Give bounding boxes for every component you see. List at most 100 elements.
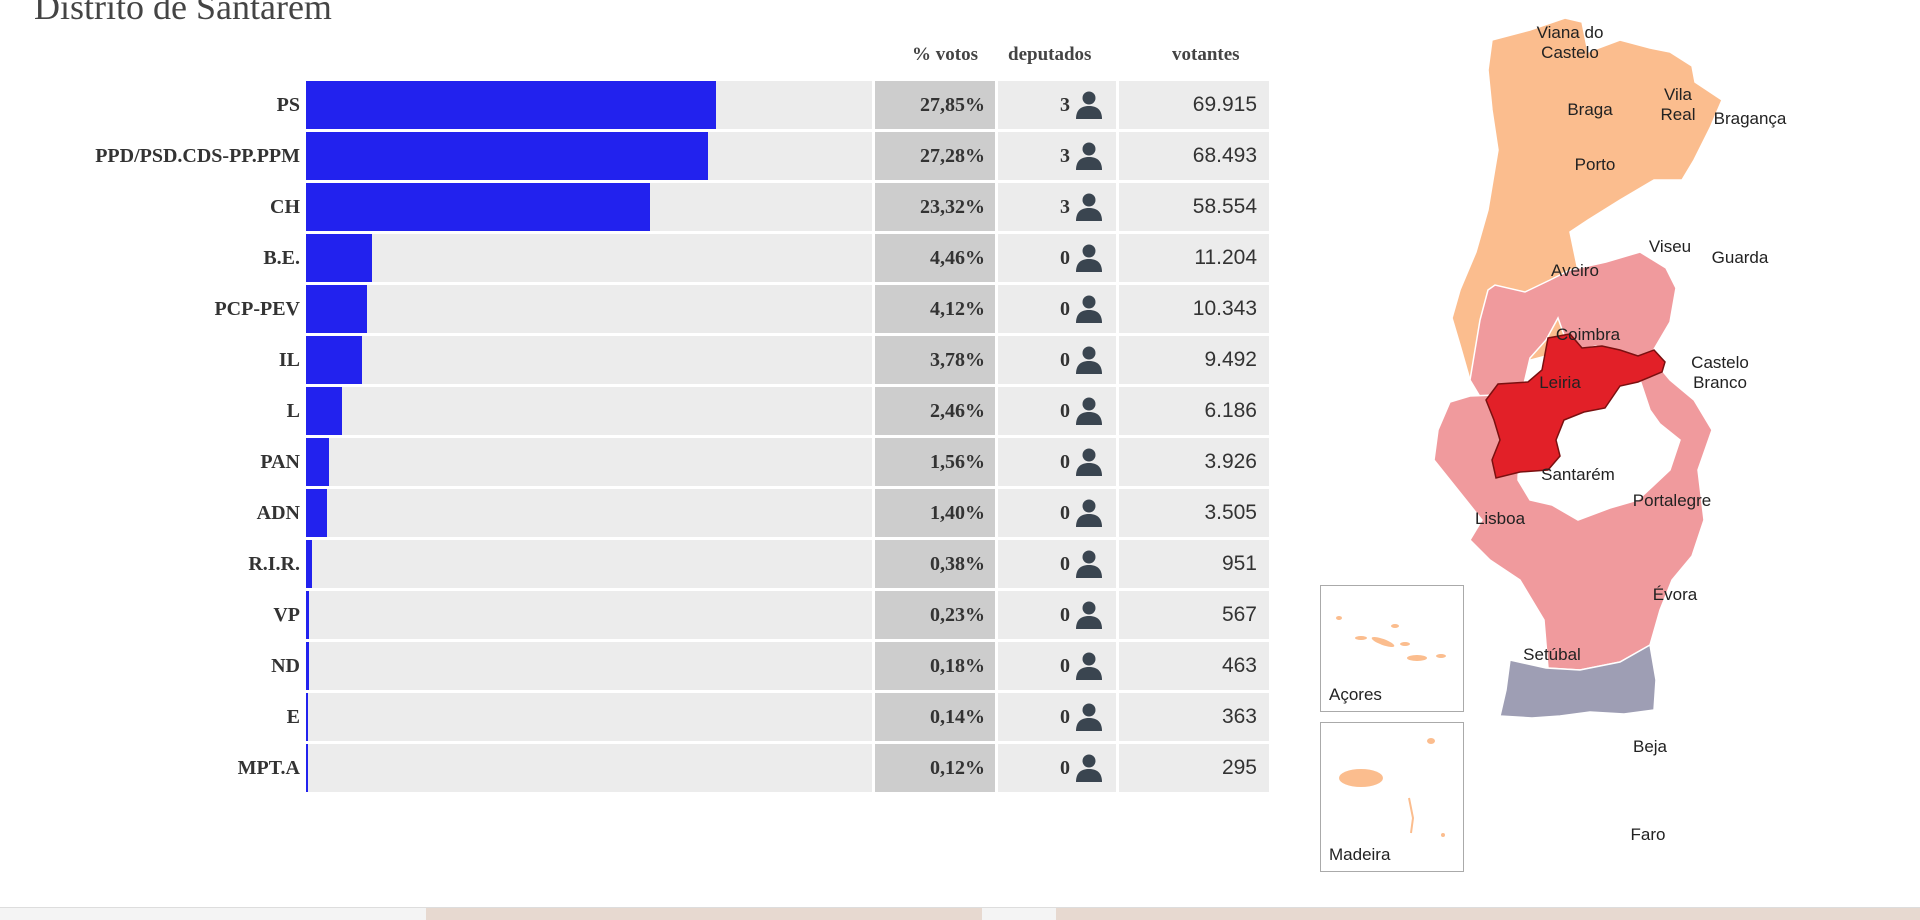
map-label: Viana do [1537,23,1604,42]
map-region-faro[interactable] [1499,643,1657,719]
voters-count: 463 [1119,642,1269,690]
voters-count: 3.926 [1119,438,1269,486]
bar-track [306,183,872,231]
vote-percentage: 0,38% [875,540,995,588]
map-label: Aveiro [1551,261,1599,280]
vote-bar[interactable] [306,132,709,180]
bottom-strip-segment [426,908,982,920]
map-label: Leiria [1539,373,1581,392]
map-label: Guarda [1712,248,1769,267]
voters-count: 68.493 [1119,132,1269,180]
person-icon [1076,397,1102,425]
map-label: Bragança [1714,109,1787,128]
person-icon [1076,91,1102,119]
vote-percentage: 1,40% [875,489,995,537]
person-icon [1076,550,1102,578]
bar-track [306,336,872,384]
bar-track [306,642,872,690]
deputies-cell: 3 [998,132,1116,180]
deputies-count: 3 [1060,94,1070,116]
party-name: ND [271,655,300,677]
deputies-cell: 3 [998,183,1116,231]
person-icon [1076,142,1102,170]
deputies-cell: 0 [998,438,1116,486]
person-icon [1076,448,1102,476]
deputies-count: 0 [1060,604,1070,626]
party-name: VP [273,604,300,626]
vote-bar[interactable] [306,642,309,690]
vote-bar[interactable] [306,336,362,384]
voters-count: 951 [1119,540,1269,588]
person-icon [1076,295,1102,323]
voters-count: 363 [1119,693,1269,741]
bar-track [306,540,872,588]
voters-count: 9.492 [1119,336,1269,384]
bar-track [306,489,872,537]
party-label-wrap: R.I.R. [0,540,300,588]
column-header-deputies: deputados [1008,44,1092,65]
party-label-wrap: ADN [0,489,300,537]
deputies-count: 0 [1060,553,1070,575]
map-label: Branco [1693,373,1747,392]
vote-bar[interactable] [306,744,308,792]
vote-percentage: 3,78% [875,336,995,384]
voters-count: 567 [1119,591,1269,639]
vote-bar[interactable] [306,387,343,435]
deputies-count: 0 [1060,757,1070,779]
party-name: ADN [256,502,300,524]
vote-bar[interactable] [306,285,367,333]
person-icon [1076,499,1102,527]
vote-bar[interactable] [306,489,327,537]
map-label: Faro [1631,825,1666,844]
deputies-count: 0 [1060,400,1070,422]
voters-count: 11.204 [1119,234,1269,282]
deputies-count: 0 [1060,349,1070,371]
district-title: Distrito de Santarém [34,0,332,27]
map-label: Évora [1653,585,1698,604]
bar-track [306,285,872,333]
party-label-wrap: ND [0,642,300,690]
azores-inset[interactable]: Açores [1320,585,1464,712]
bar-track [306,387,872,435]
bar-track [306,438,872,486]
map-label: Real [1661,105,1696,124]
madeira-inset[interactable]: Madeira [1320,722,1464,872]
vote-bar[interactable] [306,540,312,588]
party-name: E [286,706,300,728]
map-label: Coimbra [1556,325,1621,344]
vote-percentage: 27,85% [875,81,995,129]
map-label: Porto [1575,155,1616,174]
map-region-santarem[interactable] [1485,333,1666,479]
party-name: L [286,400,300,422]
party-label-wrap: PAN [0,438,300,486]
vote-bar[interactable] [306,234,372,282]
deputies-count: 3 [1060,196,1070,218]
deputies-cell: 3 [998,81,1116,129]
deputies-count: 0 [1060,706,1070,728]
party-name: PCP-PEV [214,298,300,320]
party-label-wrap: L [0,387,300,435]
vote-bar[interactable] [306,591,310,639]
vote-bar[interactable] [306,693,309,741]
deputies-count: 3 [1060,145,1070,167]
vote-bar[interactable] [306,183,650,231]
madeira-islands [1339,738,1445,837]
deputies-cell: 0 [998,234,1116,282]
map-label: Setúbal [1523,645,1581,664]
party-label-wrap: PCP-PEV [0,285,300,333]
vote-bar[interactable] [306,438,329,486]
party-label-wrap: E [0,693,300,741]
vote-bar[interactable] [306,81,717,129]
map-label: Castelo [1541,43,1599,62]
vote-percentage: 0,12% [875,744,995,792]
bar-track [306,744,872,792]
vote-percentage: 0,23% [875,591,995,639]
deputies-cell: 0 [998,591,1116,639]
party-label-wrap: VP [0,591,300,639]
vote-percentage: 4,12% [875,285,995,333]
party-label-wrap: MPT.A [0,744,300,792]
vote-percentage: 27,28% [875,132,995,180]
party-label-wrap: PS [0,81,300,129]
person-icon [1076,193,1102,221]
